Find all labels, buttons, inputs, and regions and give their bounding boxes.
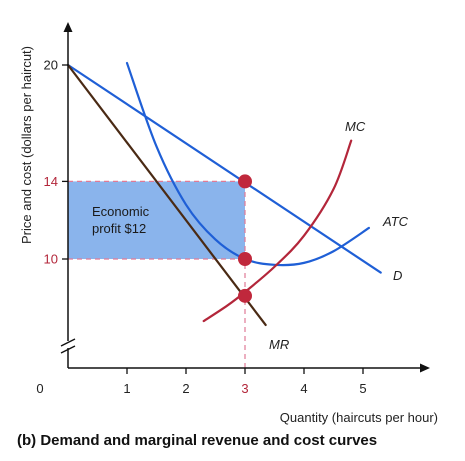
series-label-mc: MC xyxy=(345,119,366,134)
profit-area-layer xyxy=(68,181,245,259)
points-layer xyxy=(238,174,252,303)
chart-caption: (b) Demand and marginal revenue and cost… xyxy=(17,432,377,449)
x-tick-label: 2 xyxy=(182,381,189,396)
x-tick-label: 1 xyxy=(123,381,130,396)
x-tick-label: 4 xyxy=(300,381,307,396)
series-label-atc: ATC xyxy=(382,214,409,229)
series-label-d: D xyxy=(393,268,402,283)
series-line-d xyxy=(66,63,382,274)
axis-break-gap xyxy=(62,341,74,348)
x-tick-label: 3 xyxy=(241,381,248,396)
y-tick-label: 20 xyxy=(44,58,58,73)
y-axis-label: Price and cost (dollars per haircut) xyxy=(19,46,34,244)
profit-area-label: Economic profit $12 xyxy=(92,204,150,236)
profit-area-label-line: Economic xyxy=(92,204,150,219)
axes-layer xyxy=(60,22,430,374)
series-line-mr xyxy=(66,63,267,327)
x-axis-arrow xyxy=(420,363,430,373)
y-tick-label: 14 xyxy=(44,174,58,189)
y-tick-label: 10 xyxy=(44,252,58,267)
x-axis-label: Quantity (haircuts per hour) xyxy=(280,410,438,425)
data-point xyxy=(238,288,252,303)
axis-break-mark xyxy=(60,345,76,354)
data-point xyxy=(238,252,252,266)
data-point xyxy=(238,174,252,189)
labels-layer: Economic profit $12 D MR ATC MC 0 1 2 3 4 5 20 14 10 Qu… xyxy=(17,46,438,449)
y-axis-arrow xyxy=(63,22,73,32)
series-label-mr: MR xyxy=(269,337,289,352)
series-line-mc xyxy=(202,139,353,323)
x-tick-label: 5 xyxy=(359,381,366,396)
profit-area-label-line: profit $12 xyxy=(92,221,146,236)
x-tick-label: 0 xyxy=(36,381,43,396)
profit-area xyxy=(68,181,245,259)
axis-break-mark xyxy=(60,338,76,347)
